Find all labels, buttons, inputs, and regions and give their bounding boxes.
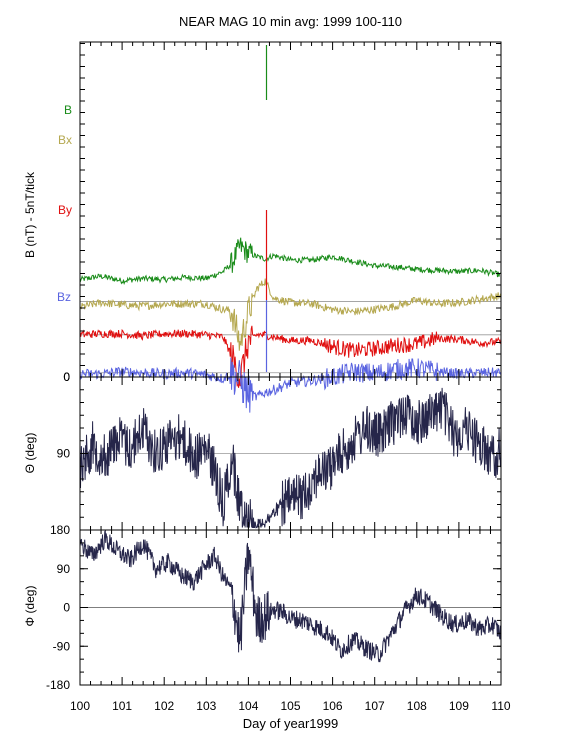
x-tick-label: 106 [323,699,343,713]
panel-frames [79,41,502,686]
y-axis-label-theta: Θ (deg) [23,432,37,474]
series-line-theta [79,387,502,530]
theta-y-tick-label: 90 [57,447,71,461]
phi-y-tick-label: -180 [46,678,70,692]
x-tick-label: 101 [112,699,132,713]
phi-y-tick-label: -90 [53,639,71,653]
phi-y-tick-label: 90 [57,562,71,576]
legend-b: B [64,103,73,117]
x-tick-label: 102 [154,699,174,713]
x-axis-label: Day of year1999 [242,716,339,731]
x-tick-label: 108 [407,699,427,713]
reference-lines [80,301,501,608]
panel-frame-1 [79,41,502,378]
y-axis-label-b: B (nT) - 5nT/tick [23,172,37,259]
legend-by: By [58,203,73,217]
chart-title: NEAR MAG 10 min avg: 1999 100-110 [178,14,403,29]
ticks-layer [79,42,502,686]
phi-y-tick-label: 0 [63,601,70,615]
x-tick-label: 105 [280,699,300,713]
series-line-b [79,237,502,286]
x-tick-label: 100 [70,699,90,713]
theta-y-tick-label: 180 [50,523,70,537]
theta-y-tick-label: 0 [63,370,70,384]
legend-bz: Bz [57,290,72,304]
y-axis-label-phi: Φ (deg) [23,585,37,627]
x-tick-label: 110 [491,699,510,713]
series-line-phi [79,529,502,663]
x-tick-label: 103 [196,699,216,713]
x-tick-label: 104 [238,699,258,713]
legend-bx: Bx [58,133,73,147]
x-tick-label: 107 [365,699,385,713]
series-line-by [79,325,502,388]
x-tick-label: 109 [449,699,469,713]
tick-labels: 100 101 102 103 104 105 106 107 108 109 110 0 0 90 180… [46,370,511,713]
series-line-bx [79,278,502,351]
p1-y-tick-label: 0 [63,370,70,384]
